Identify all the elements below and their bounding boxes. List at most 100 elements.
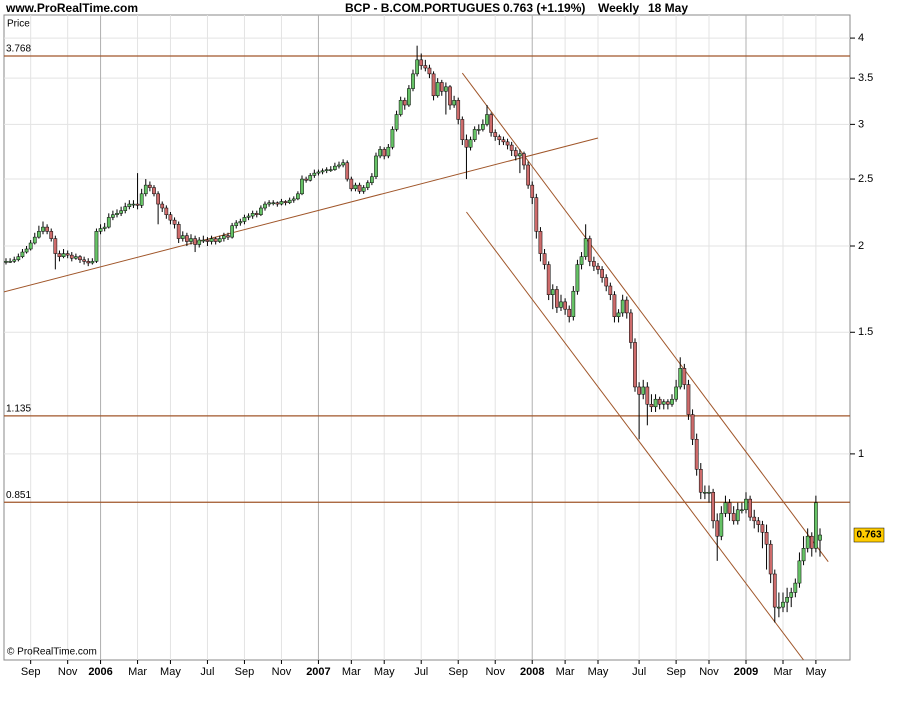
candle-body [98,228,103,232]
x-tick-label: 2006 [88,666,112,678]
candle-body [649,403,654,408]
candle-body [172,219,177,225]
candle-body [111,214,115,218]
candle-body [456,100,461,120]
period: Weekly [598,1,639,15]
candle-body [670,398,674,405]
candle-body [785,597,789,603]
symbol: BCP - B.COM.PORTUGUES [345,1,500,15]
candle-body [666,401,670,405]
candle-body [452,100,456,106]
candle-body [801,548,806,562]
candle-body [382,149,387,157]
candle-body [41,226,45,232]
candle-body [152,187,156,195]
quote: 0.763 (+1.19%) [503,1,585,15]
candle-body [624,299,629,314]
candle-body [176,224,181,239]
candle-body [731,513,736,522]
candle-body [809,535,814,549]
candle-body [431,73,436,97]
candle-body [686,384,691,415]
x-tick-label: Sep [448,666,468,678]
candle-body [497,136,502,141]
candle-body [538,231,543,254]
candle-body [316,171,321,174]
y-axis-label: Price [7,19,30,30]
candle-body [633,342,637,388]
candle-body [324,169,329,172]
candle-body [818,534,822,541]
candle-body [439,82,444,92]
candle-body [156,193,160,205]
candle-body [246,215,251,218]
candle-body [226,235,230,238]
candle-body [263,203,267,209]
candle-body [723,502,728,514]
candle-body [752,516,757,522]
candle-body [427,67,432,75]
candle-body [341,162,345,166]
candle-body [735,509,740,522]
candle-body [756,520,761,525]
candle-body [291,198,296,201]
candle-body [230,225,234,238]
candle-body [234,222,239,226]
candle-body [505,141,510,146]
candle-body [275,202,280,205]
candle-body [513,150,518,157]
candle-body [645,386,650,405]
candle-body [217,238,222,242]
candle-body [522,153,526,166]
candle-body [386,146,391,157]
site-name: www.ProRealTime.com [5,1,138,15]
candle-body [4,261,8,263]
candle-body [567,308,572,317]
candle-body [271,202,276,205]
candle-body [748,498,752,518]
candle-body [661,401,666,405]
y-tick-label: 1 [858,448,864,460]
candle-body [143,184,148,195]
candle-body [435,82,440,97]
candle-body [690,414,695,440]
x-tick-label: Nov [699,666,719,678]
candle-body [283,201,288,204]
candle-body [707,491,711,494]
candle-body [472,129,477,141]
candle-body [596,265,600,270]
candle-body [493,132,498,137]
candle-body [711,491,715,522]
candle-body [542,253,547,265]
candle-body [267,202,271,205]
candle-body [238,221,243,224]
candle-body [797,560,802,584]
candle-body [304,178,308,181]
candle-body [119,210,123,214]
candle-body [682,368,687,385]
candle-body [789,592,794,598]
candle-body [394,114,399,130]
x-tick-label: 2009 [734,666,758,678]
candle-body [254,213,259,215]
x-tick-label: May [588,666,609,678]
candle-body [24,248,29,253]
last-price-label: 0.763 [856,530,881,541]
candle-body [250,213,255,217]
candle-body [468,139,473,148]
candle-body [546,264,551,295]
x-tick-label: Nov [485,666,505,678]
candle-body [592,261,596,267]
candle-body [616,312,621,317]
footer: © ProRealTime.com [7,647,97,658]
candle-body [608,285,613,295]
candle-body [612,294,617,317]
candle-body [719,513,724,537]
x-tick-label: Nov [272,666,292,678]
x-tick-label: 2008 [520,666,544,678]
candle-body [86,261,91,264]
candle-body [189,238,193,242]
candle-body [374,155,378,177]
candle-body [320,170,325,173]
